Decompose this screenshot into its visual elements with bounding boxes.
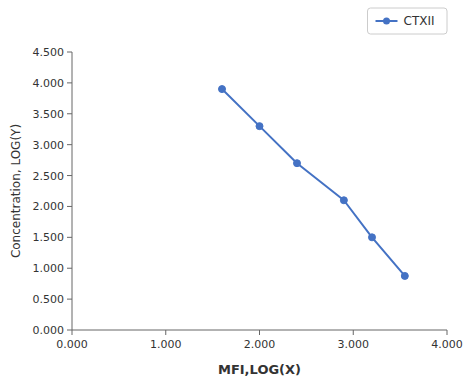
y-tick-label: 2.500 [33,170,65,183]
x-tick-label: 1.000 [150,338,182,351]
point [219,86,226,93]
x-tick-label: 4.000 [431,338,463,351]
x-tick [353,330,354,335]
point [294,160,301,167]
y-tick-label: 1.000 [33,262,65,275]
y-tick [67,82,72,83]
point [369,234,376,241]
y-axis-label: Concentration, LOG(Y) [9,124,23,258]
plot-area [219,86,409,280]
x-tick [72,330,73,335]
x-tick [447,330,448,335]
line [222,89,405,276]
legend-box [368,8,448,34]
y-tick [67,113,72,114]
y-tick-label: 0.000 [33,324,65,337]
y-tick-label: 2.000 [33,200,65,213]
x-tick [259,330,260,335]
y-tick-label: 3.500 [33,108,65,121]
x-tick [165,330,166,335]
y-tick [67,268,72,269]
y-tick [67,144,72,145]
y-axis-line [72,52,73,330]
x-tick-label: 2.000 [244,338,276,351]
y-tick [67,330,72,331]
x-tick-label: 3.000 [338,338,370,351]
axes: 0.000 1.000 2.000 3.000 4.000 0.000 0.500 1.000… [33,46,463,351]
y-tick-label: 0.500 [33,293,65,306]
y-tick [67,299,72,300]
point [256,123,263,130]
y-tick [67,175,72,176]
y-tick-label: 4.500 [33,46,65,59]
point [401,272,408,279]
legend-marker [383,18,390,25]
y-tick [67,237,72,238]
legend: CTXII [368,8,448,34]
y-tick [67,52,72,53]
y-tick-label: 4.000 [33,77,65,90]
chart: 0.000 1.000 2.000 3.000 4.000 0.000 0.500 1.000… [0,0,469,392]
y-tick [67,206,72,207]
point [340,197,347,204]
y-tick-label: 1.500 [33,231,65,244]
y-tick-label: 3.000 [33,139,65,152]
legend-label: CTXII [404,14,435,28]
x-tick-label: 0.000 [56,338,88,351]
x-axis-label: MFI,LOG(X) [218,362,301,377]
